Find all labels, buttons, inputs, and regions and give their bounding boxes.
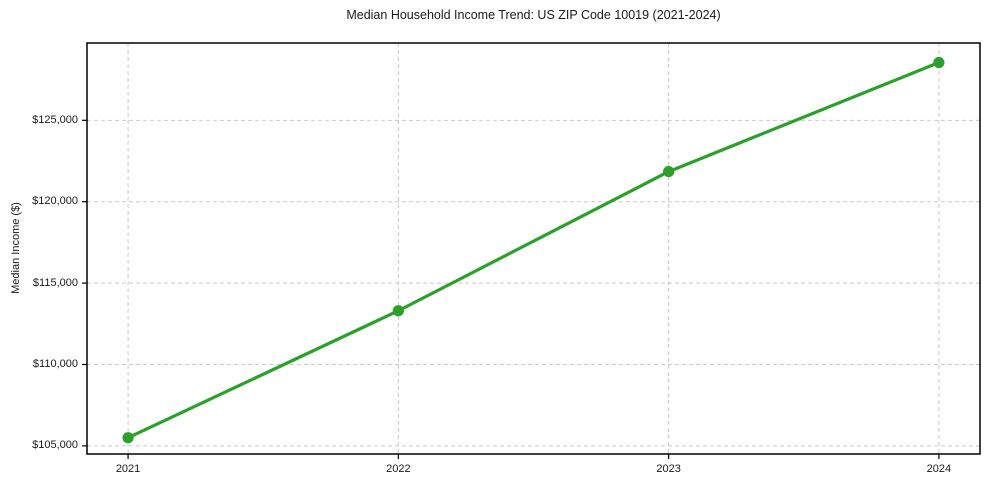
data-point-marker: [122, 432, 134, 444]
chart-title: Median Household Income Trend: US ZIP Co…: [346, 8, 721, 22]
y-tick-label: $125,000: [32, 113, 78, 126]
x-tick-label: 2021: [115, 463, 141, 475]
x-tick-label: 2023: [656, 463, 681, 475]
data-point-marker: [392, 305, 404, 317]
data-point-marker: [933, 56, 945, 69]
data-point-marker: [663, 165, 675, 178]
y-tick-label: $115,000: [32, 276, 78, 289]
trend-line: [126, 60, 941, 440]
plot-border: [86, 42, 981, 455]
y-tick-label: $110,000: [32, 357, 78, 370]
y-tick-label: $120,000: [32, 195, 78, 208]
y-tick-label: $105,000: [32, 439, 78, 452]
x-tick-label: 2024: [926, 463, 952, 475]
x-tick-label: 2022: [386, 463, 411, 475]
